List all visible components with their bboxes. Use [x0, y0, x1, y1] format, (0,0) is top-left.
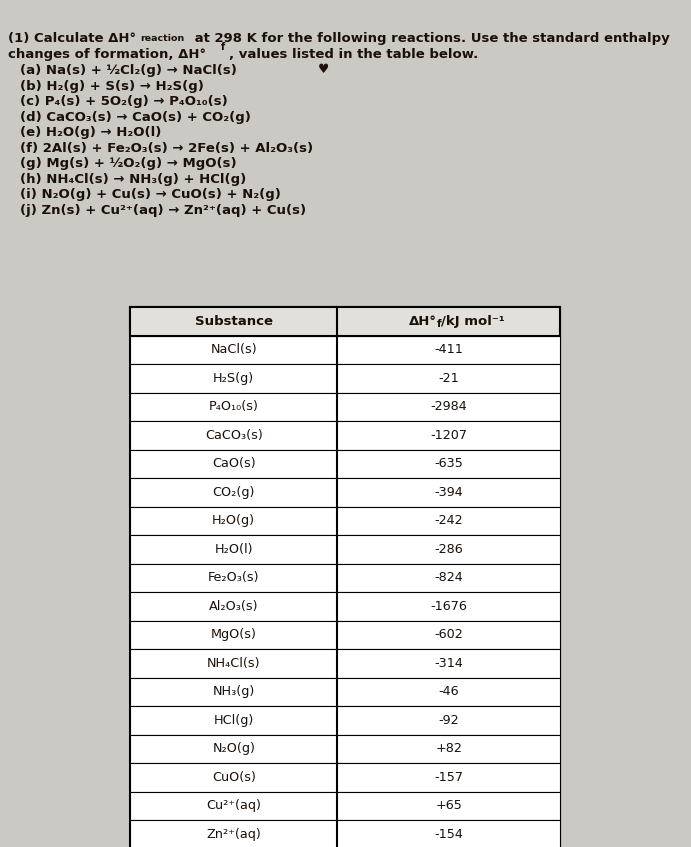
Text: HCl(g): HCl(g)	[214, 714, 254, 727]
Bar	[131, 307, 560, 335]
Text: changes of formation, ΔH°: changes of formation, ΔH°	[8, 48, 206, 61]
Text: (g) Mg(s) + ½O₂(g) → MgO(s): (g) Mg(s) + ½O₂(g) → MgO(s)	[20, 157, 236, 170]
Bar	[131, 507, 560, 535]
Text: -157: -157	[434, 771, 463, 783]
Text: -154: -154	[434, 828, 463, 841]
Text: ♥: ♥	[318, 63, 329, 76]
Bar	[131, 478, 560, 507]
Text: Zn²⁺(aq): Zn²⁺(aq)	[207, 828, 261, 841]
Text: ΔH°: ΔH°	[409, 315, 437, 328]
Text: (d) CaCO₃(s) → CaO(s) + CO₂(g): (d) CaCO₃(s) → CaO(s) + CO₂(g)	[20, 110, 251, 124]
Text: at 298 K for the following reactions. Use the standard enthalpy: at 298 K for the following reactions. Us…	[190, 32, 670, 45]
Text: /kJ mol⁻¹: /kJ mol⁻¹	[441, 315, 504, 328]
Text: -92: -92	[438, 714, 459, 727]
Bar	[131, 678, 560, 706]
Text: CaCO₃(s): CaCO₃(s)	[205, 429, 263, 442]
Text: H₂O(l): H₂O(l)	[214, 543, 253, 556]
Text: +65: +65	[435, 800, 462, 812]
Text: -21: -21	[438, 372, 459, 385]
Text: P₄O₁₀(s): P₄O₁₀(s)	[209, 401, 258, 413]
Text: -635: -635	[434, 457, 463, 470]
Text: H₂O(g): H₂O(g)	[212, 514, 255, 527]
Text: MgO(s): MgO(s)	[211, 628, 256, 641]
Text: -602: -602	[435, 628, 463, 641]
Text: (e) H₂O(g) → H₂O(l): (e) H₂O(g) → H₂O(l)	[20, 126, 162, 139]
Text: (j) Zn(s) + Cu²⁺(aq) → Zn²⁺(aq) + Cu(s): (j) Zn(s) + Cu²⁺(aq) → Zn²⁺(aq) + Cu(s)	[20, 203, 306, 217]
Bar	[131, 421, 560, 450]
Bar	[131, 820, 560, 847]
Text: (f) 2Al(s) + Fe₂O₃(s) → 2Fe(s) + Al₂O₃(s): (f) 2Al(s) + Fe₂O₃(s) → 2Fe(s) + Al₂O₃(s…	[20, 141, 313, 154]
Text: f: f	[221, 42, 225, 52]
Text: H₂S(g): H₂S(g)	[213, 372, 254, 385]
Text: CuO(s): CuO(s)	[211, 771, 256, 783]
Text: (c) P₄(s) + 5O₂(g) → P₄O₁₀(s): (c) P₄(s) + 5O₂(g) → P₄O₁₀(s)	[20, 95, 228, 108]
Bar	[131, 535, 560, 563]
Text: -314: -314	[434, 656, 463, 670]
Text: , values listed in the table below.: , values listed in the table below.	[229, 48, 478, 61]
Text: -1207: -1207	[430, 429, 467, 442]
Bar	[131, 592, 560, 621]
Text: (1) Calculate ΔH°: (1) Calculate ΔH°	[8, 32, 136, 45]
Text: Substance: Substance	[195, 315, 273, 328]
Bar	[131, 392, 560, 421]
Text: (a) Na(s) + ½Cl₂(g) → NaCl(s): (a) Na(s) + ½Cl₂(g) → NaCl(s)	[20, 64, 237, 77]
Text: CaO(s): CaO(s)	[212, 457, 256, 470]
Text: -394: -394	[435, 485, 463, 499]
Text: Fe₂O₃(s): Fe₂O₃(s)	[208, 571, 259, 584]
Bar	[131, 364, 560, 392]
Text: reaction: reaction	[140, 34, 184, 43]
Bar	[131, 621, 560, 649]
Text: +82: +82	[435, 742, 462, 756]
Text: N₂O(g): N₂O(g)	[212, 742, 255, 756]
Text: -2984: -2984	[430, 401, 467, 413]
Text: f: f	[437, 319, 442, 329]
Bar	[131, 763, 560, 791]
Text: -286: -286	[435, 543, 463, 556]
Bar	[131, 791, 560, 820]
Text: -46: -46	[438, 685, 459, 698]
Text: NH₃(g): NH₃(g)	[213, 685, 255, 698]
Text: Cu²⁺(aq): Cu²⁺(aq)	[206, 800, 261, 812]
Bar	[131, 706, 560, 734]
Text: CO₂(g): CO₂(g)	[213, 485, 255, 499]
Bar	[131, 450, 560, 478]
Bar	[131, 734, 560, 763]
Text: -824: -824	[435, 571, 463, 584]
Text: (b) H₂(g) + S(s) → H₂S(g): (b) H₂(g) + S(s) → H₂S(g)	[20, 80, 204, 92]
Bar	[131, 307, 560, 847]
Text: -1676: -1676	[430, 600, 467, 612]
Text: Al₂O₃(s): Al₂O₃(s)	[209, 600, 258, 612]
Bar	[131, 335, 560, 364]
Bar	[131, 649, 560, 678]
Text: NH₄Cl(s): NH₄Cl(s)	[207, 656, 261, 670]
Bar	[131, 307, 560, 335]
Text: (h) NH₄Cl(s) → NH₃(g) + HCl(g): (h) NH₄Cl(s) → NH₃(g) + HCl(g)	[20, 173, 246, 185]
Bar	[131, 563, 560, 592]
Text: -411: -411	[434, 343, 463, 357]
Text: (i) N₂O(g) + Cu(s) → CuO(s) + N₂(g): (i) N₂O(g) + Cu(s) → CuO(s) + N₂(g)	[20, 188, 281, 201]
Text: -242: -242	[435, 514, 463, 527]
Text: NaCl(s): NaCl(s)	[210, 343, 257, 357]
